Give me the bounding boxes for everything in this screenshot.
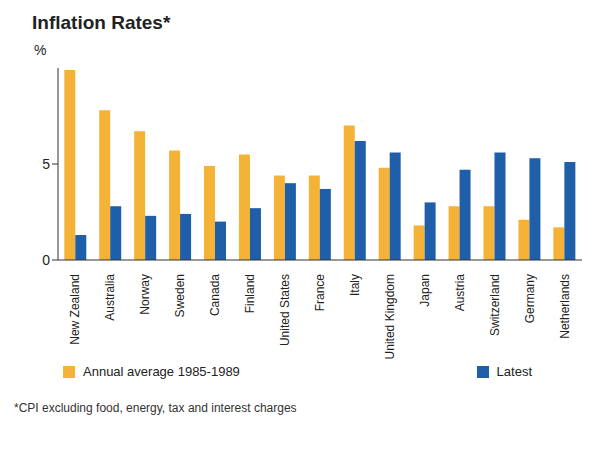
svg-text:Australia: Australia	[103, 274, 117, 321]
svg-text:Germany: Germany	[523, 274, 537, 323]
svg-text:New Zealand: New Zealand	[68, 274, 82, 345]
svg-text:Canada: Canada	[208, 274, 222, 316]
html-text:Latest: Latest	[496, 364, 532, 379]
html-text:Annual average 1985-1989: Annual average 1985-1989	[83, 364, 240, 379]
svg-text:United States: United States	[278, 274, 292, 346]
svg-text:Finland: Finland	[243, 274, 257, 313]
svg-text:Norway: Norway	[138, 274, 152, 315]
svg-text:France: France	[313, 274, 327, 312]
svg-text:Sweden: Sweden	[173, 274, 187, 317]
html-text:*CPI excluding food, energy, t: *CPI excluding food, energy, tax and int…	[14, 401, 297, 415]
svg-text:5: 5	[42, 156, 50, 172]
svg-text:0: 0	[42, 252, 50, 268]
svg-text:United Kingdom: United Kingdom	[383, 274, 397, 359]
svg-text:Switzerland: Switzerland	[488, 274, 502, 336]
svg-text:Netherlands: Netherlands	[558, 274, 572, 339]
svg-text:Italy: Italy	[348, 274, 362, 296]
svg-text:Austria: Austria	[453, 274, 467, 312]
svg-text:Japan: Japan	[418, 274, 432, 307]
html-text:Inflation Rates*: Inflation Rates*	[32, 12, 171, 33]
